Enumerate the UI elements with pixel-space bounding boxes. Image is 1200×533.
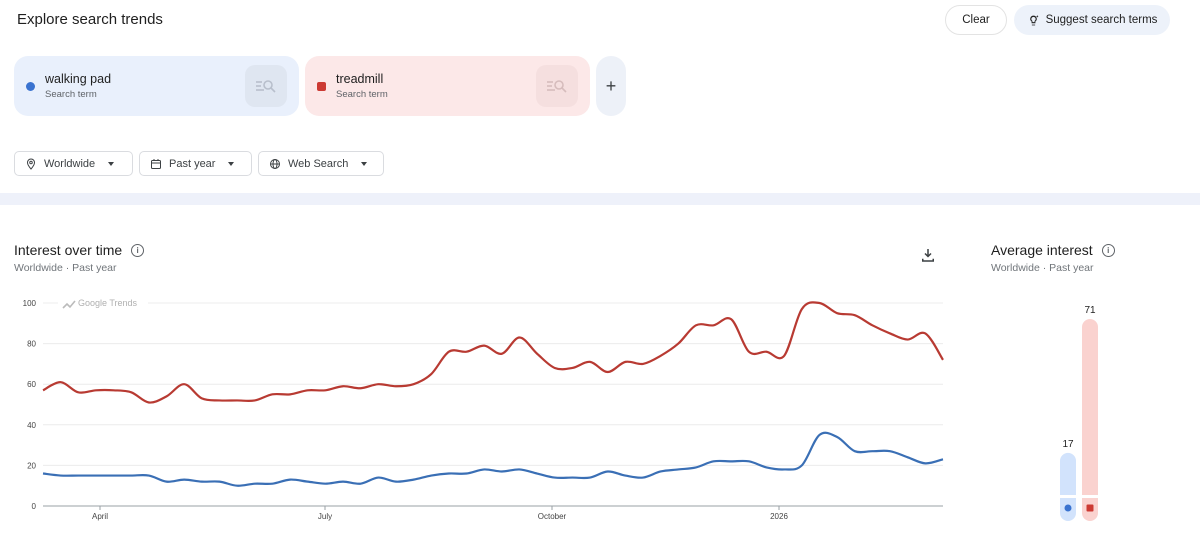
info-icon[interactable]: i	[131, 243, 145, 257]
clear-label: Clear	[962, 14, 990, 26]
average-interest-title: Average interest i	[991, 242, 1115, 258]
interest-line-chart: 0 20 40 60 80 100 Google Trends April July Octobe…	[23, 296, 944, 521]
average-value-label: 71	[1084, 305, 1096, 316]
y-tick-label: 40	[27, 421, 36, 430]
suggest-search-terms-button[interactable]: Suggest search terms	[1014, 5, 1170, 35]
watermark: Google Trends	[78, 298, 138, 308]
info-icon[interactable]: i	[1101, 243, 1115, 257]
x-tick-label: July	[318, 512, 332, 521]
location-pin-icon	[26, 157, 36, 170]
section-divider	[0, 193, 1200, 205]
download-icon[interactable]	[919, 246, 937, 264]
search-type-filter[interactable]: Web Search	[258, 151, 384, 176]
filter-label: Past year	[169, 157, 216, 170]
filter-label: Web Search	[288, 157, 349, 170]
suggest-label: Suggest search terms	[1045, 14, 1158, 26]
trends-logo-icon	[62, 300, 76, 309]
average-interest-subtitle: Worldwide · Past year	[991, 262, 1094, 274]
y-tick-label: 0	[32, 502, 37, 511]
series-line-treadmill[interactable]	[42, 301, 944, 404]
average-value-label: 17	[1062, 439, 1074, 450]
y-tick-label: 80	[27, 340, 36, 349]
term-type: Search term	[336, 89, 388, 100]
calendar-icon	[151, 158, 161, 169]
blue-circle-marker-icon	[26, 81, 35, 91]
section-title-text: Average interest	[991, 242, 1093, 258]
dropdown-caret-icon	[108, 161, 115, 166]
term-type: Search term	[45, 89, 97, 100]
dropdown-caret-icon	[228, 161, 235, 166]
term-card-treadmill[interactable]: treadmill Search term	[305, 56, 590, 116]
red-square-marker-icon	[317, 81, 326, 91]
blue-circle-marker-icon	[1064, 504, 1072, 512]
average-bar	[1082, 319, 1098, 495]
time-range-filter[interactable]: Past year	[139, 151, 252, 176]
dropdown-caret-icon	[361, 161, 368, 166]
series-line-walking-pad[interactable]	[42, 431, 944, 487]
red-square-marker-icon	[1086, 504, 1094, 512]
interest-over-time-subtitle: Worldwide · Past year	[14, 262, 117, 274]
y-tick-label: 100	[23, 299, 37, 308]
y-tick-label: 20	[27, 461, 36, 470]
term-name: treadmill	[336, 72, 384, 86]
plus-icon: +	[605, 75, 617, 96]
search-list-icon	[256, 80, 276, 93]
search-list-icon	[547, 80, 567, 93]
page-title: Explore search trends	[17, 11, 163, 28]
search-explore-button[interactable]	[245, 65, 287, 107]
x-tick-label: 2026	[770, 512, 788, 521]
x-tick-label: October	[538, 512, 567, 521]
filter-label: Worldwide	[44, 157, 96, 170]
add-term-button[interactable]: +	[596, 56, 626, 116]
location-filter[interactable]: Worldwide	[14, 151, 133, 176]
y-tick-label: 60	[27, 380, 36, 389]
search-explore-button[interactable]	[536, 65, 578, 107]
term-card-walking-pad[interactable]: walking pad Search term	[14, 56, 299, 116]
globe-icon	[270, 158, 280, 169]
interest-over-time-title: Interest over time i	[14, 242, 145, 258]
sparkle-lightbulb-icon	[1029, 14, 1039, 25]
clear-button[interactable]: Clear	[945, 5, 1007, 35]
x-tick-label: April	[92, 512, 108, 521]
term-name: walking pad	[45, 72, 112, 86]
section-title-text: Interest over time	[14, 242, 123, 258]
average-bar	[1060, 452, 1076, 495]
